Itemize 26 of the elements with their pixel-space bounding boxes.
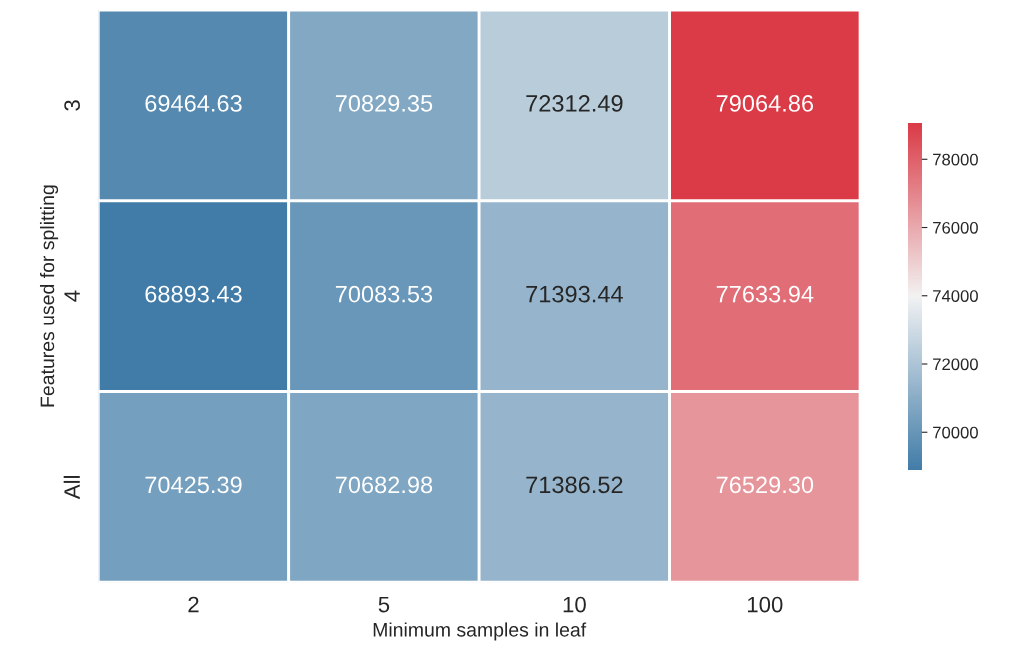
data-label: 71386.52 xyxy=(526,476,623,494)
data-label: 70083.53 xyxy=(335,285,433,303)
x-tick-label: 2 xyxy=(188,596,199,613)
data-label: 76529.30 xyxy=(716,476,814,494)
color-bar-label: 76000 xyxy=(933,221,978,234)
data-label: 68893.43 xyxy=(145,285,242,303)
color-bar-label: 72000 xyxy=(933,358,978,371)
y-tick-label: All xyxy=(63,476,80,500)
data-label: 70829.35 xyxy=(335,95,433,112)
data-label: 77633.94 xyxy=(716,285,814,303)
color-bar-label: 70000 xyxy=(933,426,978,439)
data-label: 70425.39 xyxy=(145,476,242,494)
x-tick-label: 5 xyxy=(378,596,390,613)
data-label: 72312.49 xyxy=(526,95,623,112)
data-label: 69464.63 xyxy=(145,95,242,112)
x-tick-label: 10 xyxy=(563,596,586,613)
x-axis-title: Minimum samples in leaf xyxy=(373,622,587,641)
color-bar-label: 78000 xyxy=(933,153,978,166)
y-tick-label: 4 xyxy=(64,290,80,302)
x-tick-label: 100 xyxy=(747,596,783,613)
y-axis-title: Features used for splitting xyxy=(39,185,59,407)
y-tick-label: 3 xyxy=(64,100,80,111)
data-label: 70682.98 xyxy=(335,476,433,494)
color-bar-label: 74000 xyxy=(933,290,978,302)
data-label: 71393.44 xyxy=(526,285,623,303)
data-label: 79064.86 xyxy=(716,95,814,112)
